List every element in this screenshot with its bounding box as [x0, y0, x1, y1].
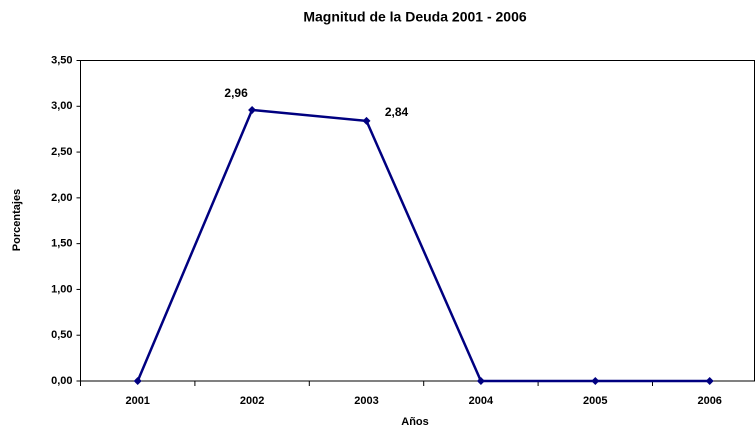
y-tick-label: 2,00 [51, 192, 72, 204]
chart-title: Magnitud de la Deuda 2001 - 2006 [303, 9, 527, 25]
y-tick-label: 0,00 [51, 375, 72, 387]
x-tick-label: 2005 [583, 395, 607, 407]
data-point [705, 377, 714, 385]
y-tick-label: 1,50 [51, 238, 72, 250]
x-tick-label: 2006 [697, 395, 721, 407]
y-axis-label: Porcentajes [11, 189, 23, 251]
y-tick-label: 3,00 [51, 100, 72, 112]
x-tick-label: 2003 [354, 395, 378, 407]
data-point [476, 377, 485, 385]
y-tick-label: 2,50 [51, 146, 72, 158]
y-tick-label: 1,00 [51, 283, 72, 295]
x-tick-label: 2002 [240, 395, 264, 407]
y-tick-label: 3,50 [51, 54, 72, 66]
data-line [136, 108, 710, 383]
x-axis-label: Años [401, 416, 429, 428]
data-label: 2,84 [385, 105, 409, 119]
data-point [248, 105, 257, 114]
data-label: 2,96 [224, 86, 248, 100]
x-tick-label: 2001 [125, 395, 149, 407]
data-point [133, 377, 142, 385]
plot-area [80, 60, 755, 382]
x-tick-label: 2004 [469, 395, 494, 407]
data-point [591, 377, 600, 385]
y-tick-label: 0,50 [51, 329, 72, 341]
data-point [362, 116, 371, 125]
